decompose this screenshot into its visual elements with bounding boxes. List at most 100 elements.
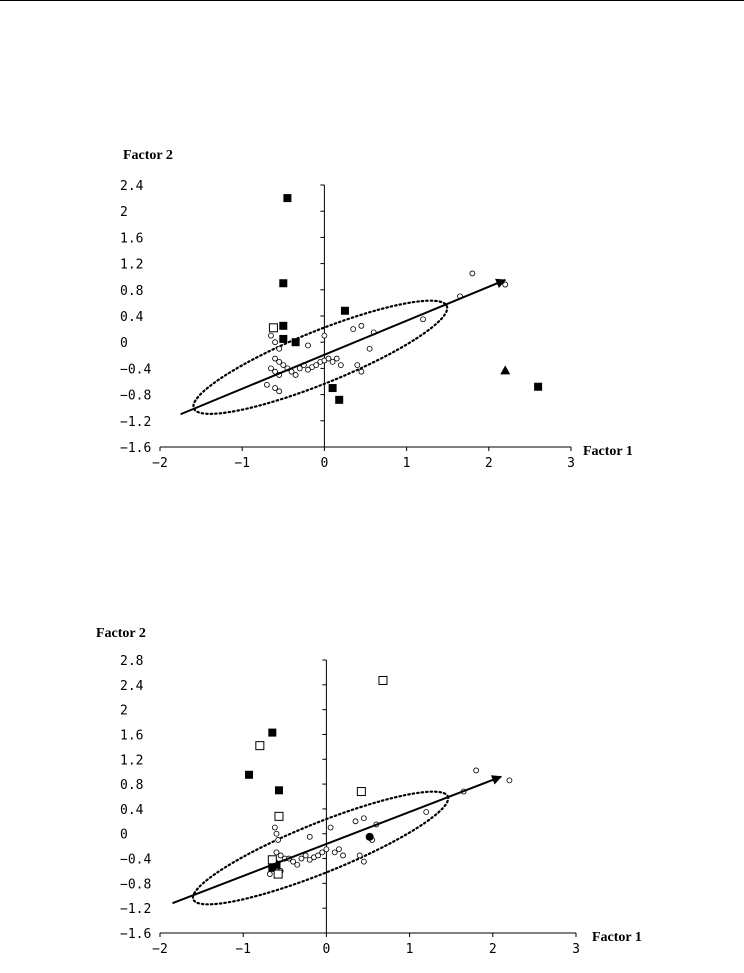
x-tick-label: −1 bbox=[234, 456, 250, 471]
data-point-open-circle bbox=[325, 355, 332, 362]
data-point-open-circle bbox=[276, 388, 283, 395]
data-point-open-circle bbox=[268, 365, 274, 372]
y-tick-label: 1.6 bbox=[120, 231, 143, 246]
data-point-open-circle bbox=[506, 777, 513, 784]
data-point-filled-square bbox=[534, 382, 543, 391]
y-axis-title: Factor 2 bbox=[96, 626, 146, 641]
data-point-open-circle bbox=[319, 849, 326, 856]
data-point-filled-square bbox=[279, 279, 288, 288]
data-point-filled-square bbox=[245, 770, 254, 779]
data-point-open-circle bbox=[315, 852, 321, 859]
data-point-open-circle bbox=[276, 345, 283, 352]
data-point-open-circle bbox=[354, 362, 361, 369]
trend-arrow bbox=[180, 278, 507, 416]
data-point-filled-circle bbox=[365, 832, 374, 841]
y-tick-label: 2 bbox=[120, 704, 128, 719]
y-tick-label: 2 bbox=[120, 205, 128, 220]
y-tick-label: −0.8 bbox=[120, 877, 151, 892]
data-point-open-circle bbox=[263, 381, 270, 388]
data-point-open-circle bbox=[273, 849, 280, 856]
data-point-open-circle bbox=[292, 372, 299, 378]
x-tick-label: 1 bbox=[403, 456, 411, 471]
y-tick-label: 0.8 bbox=[120, 778, 143, 793]
data-point-open-circle bbox=[298, 855, 305, 862]
data-point-open-circle bbox=[321, 332, 328, 339]
data-point-open-circle bbox=[358, 322, 365, 329]
data-point-open-circle bbox=[335, 846, 342, 853]
x-axis-title: Factor 1 bbox=[583, 444, 633, 459]
data-point-open-circle bbox=[272, 355, 278, 362]
y-axis-title: Factor 2 bbox=[123, 148, 173, 163]
data-point-open-circle bbox=[423, 809, 430, 815]
data-point-open-circle bbox=[331, 849, 338, 856]
x-tick-label: 2 bbox=[489, 942, 497, 957]
data-point-open-circle bbox=[366, 345, 373, 352]
data-point-open-circle bbox=[272, 339, 278, 346]
data-point-open-circle bbox=[271, 824, 278, 831]
data-point-filled-square bbox=[340, 306, 349, 315]
x-tick-label: 3 bbox=[567, 456, 575, 471]
y-tick-label: −1.6 bbox=[120, 441, 151, 456]
y-tick-label: 0.8 bbox=[120, 284, 143, 299]
data-point-filled-square bbox=[279, 321, 288, 330]
data-point-open-circle bbox=[420, 316, 426, 323]
data-point-open-circle bbox=[350, 326, 357, 333]
data-point-open-square bbox=[267, 855, 277, 865]
data-point-open-square bbox=[356, 787, 366, 797]
data-point-filled-square bbox=[268, 728, 277, 737]
data-point-open-circle bbox=[469, 270, 476, 277]
data-point-open-square bbox=[274, 811, 284, 821]
data-point-filled-square bbox=[268, 863, 277, 872]
data-point-open-circle bbox=[337, 362, 344, 369]
y-tick-label: 0.4 bbox=[120, 310, 144, 325]
y-tick-label: −0.8 bbox=[120, 389, 151, 404]
y-tick-label: 0.4 bbox=[120, 803, 144, 818]
data-point-open-circle bbox=[272, 385, 278, 391]
x-axis-title: Factor 1 bbox=[592, 930, 642, 945]
x-tick-label: 2 bbox=[485, 456, 493, 471]
chart-1: 2.4 2 1.6 1.2 0.8 0.4 0 −0.4 −0.8 −1.2 −1.6−2 −1 0 1 2… bbox=[120, 148, 633, 471]
data-point-open-square bbox=[273, 869, 283, 879]
x-tick-label: −1 bbox=[235, 942, 251, 957]
y-tick-label: −1.2 bbox=[120, 902, 151, 917]
data-point-open-circle bbox=[290, 858, 297, 865]
y-tick-label: 2.4 bbox=[120, 179, 144, 194]
data-point-filled-square bbox=[279, 334, 288, 343]
data-point-open-circle bbox=[275, 837, 282, 843]
data-point-open-circle bbox=[306, 833, 313, 840]
y-tick-label: 1.2 bbox=[120, 258, 143, 273]
data-point-filled-square bbox=[328, 384, 337, 393]
x-tick-label: −2 bbox=[152, 456, 168, 471]
data-point-open-circle bbox=[360, 815, 367, 822]
y-tick-label: 0 bbox=[120, 336, 128, 351]
data-point-open-circle bbox=[360, 858, 367, 865]
data-point-open-circle bbox=[358, 368, 365, 375]
y-tick-label: 1.6 bbox=[120, 728, 143, 743]
x-tick-label: 0 bbox=[320, 456, 328, 471]
data-point-open-circle bbox=[352, 818, 359, 825]
data-point-filled-square bbox=[291, 338, 300, 347]
y-tick-label: −0.4 bbox=[120, 853, 151, 868]
data-point-open-circle bbox=[502, 281, 509, 288]
data-point-open-circle bbox=[329, 358, 336, 365]
data-point-open-circle bbox=[323, 846, 330, 853]
data-point-filled-square bbox=[335, 395, 344, 404]
data-point-open-circle bbox=[313, 362, 320, 369]
confidence-ellipse bbox=[191, 790, 450, 906]
y-tick-label: −1.2 bbox=[120, 415, 151, 430]
data-point-open-circle bbox=[473, 767, 480, 774]
data-point-open-circle bbox=[305, 342, 311, 349]
y-tick-label: −1.6 bbox=[120, 927, 151, 942]
y-tick-label: 1.2 bbox=[120, 753, 143, 768]
data-point-open-circle bbox=[356, 852, 363, 859]
chart-2: 2.8 2.4 2 1.6 1.2 0.8 0.4 0 −0.4 −0.8 −1.2 −1.6−2 −1… bbox=[96, 626, 642, 957]
data-point-open-square bbox=[378, 675, 388, 685]
data-point-open-circle bbox=[277, 852, 284, 859]
data-point-open-circle bbox=[305, 366, 311, 373]
page-top-rule bbox=[0, 0, 744, 1]
data-point-open-circle bbox=[276, 358, 283, 365]
data-point-open-circle bbox=[266, 871, 273, 877]
data-point-open-square bbox=[255, 741, 265, 751]
data-point-open-circle bbox=[327, 824, 334, 831]
